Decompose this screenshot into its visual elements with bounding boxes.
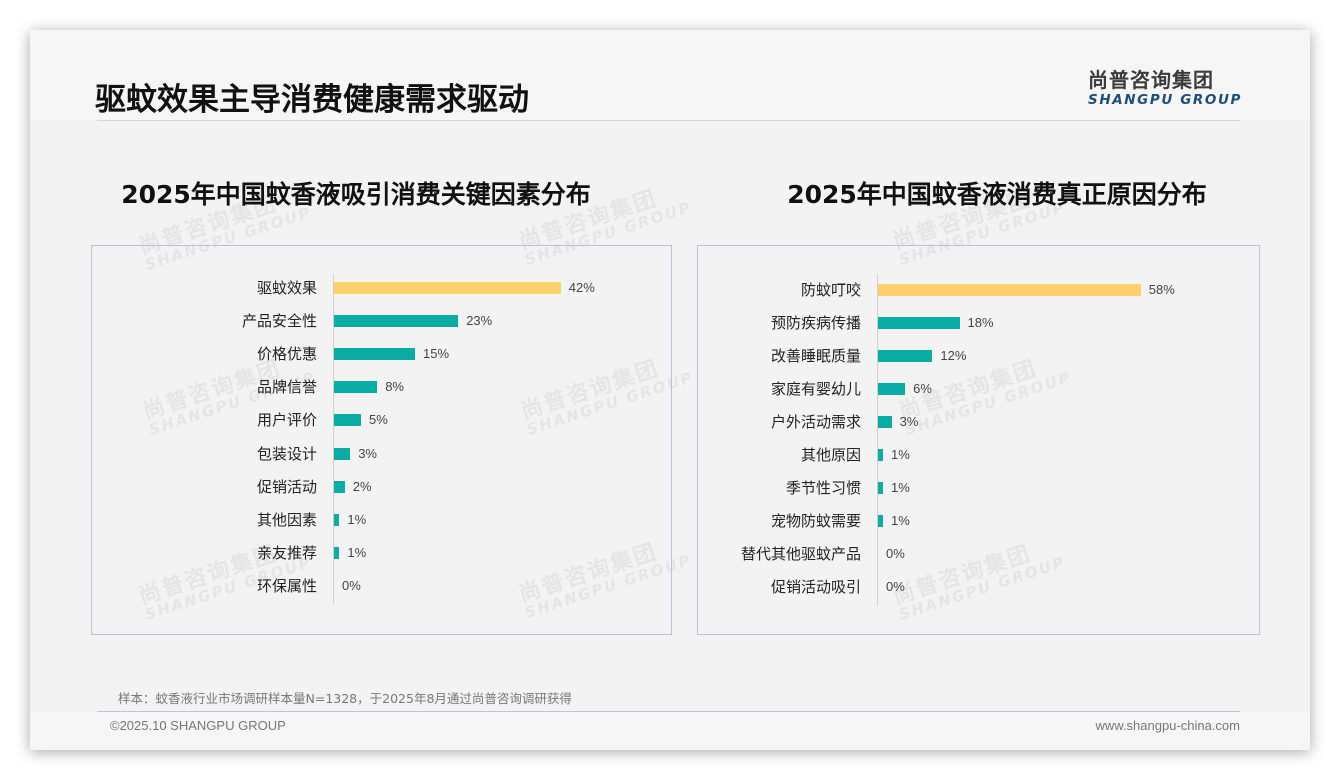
category-label: 其他因素 bbox=[256, 510, 317, 529]
category-label: 促销活动 bbox=[256, 477, 317, 496]
bar-row: 促销活动 2% bbox=[92, 477, 671, 497]
data-bar bbox=[334, 315, 459, 328]
slide: 驱蚊效果主导消费健康需求驱动 尚普咨询集团 SHANGPU GROUP 尚普咨询… bbox=[30, 30, 1310, 750]
value-label: 6% bbox=[913, 381, 932, 396]
bar-row: 亲友推荐 1% bbox=[92, 543, 671, 563]
bar-row: 促销活动吸引 0% bbox=[698, 577, 1259, 597]
data-bar bbox=[334, 414, 361, 427]
logo-chinese-text: 尚普咨询集团 bbox=[1088, 68, 1214, 92]
copyright-text: ©2025.10 SHANGPU GROUP bbox=[110, 718, 286, 733]
data-bar bbox=[878, 416, 892, 428]
data-bar bbox=[878, 383, 906, 395]
value-label: 0% bbox=[886, 546, 905, 561]
data-bar bbox=[334, 546, 340, 559]
bar-row: 宠物防蚊需要 1% bbox=[698, 511, 1259, 531]
footer-divider bbox=[97, 711, 1240, 712]
value-label: 1% bbox=[891, 447, 910, 462]
value-label: 2% bbox=[352, 478, 372, 494]
highlight-bar bbox=[334, 282, 561, 294]
left-chart-title: 2025年中国蚊香液吸引消费关键因素分布 bbox=[121, 180, 591, 209]
data-bar bbox=[878, 350, 933, 362]
bar-row: 品牌信誉 8% bbox=[92, 377, 671, 397]
category-label: 户外活动需求 bbox=[770, 413, 861, 431]
value-label: 3% bbox=[899, 414, 919, 429]
bar-row: 户外活动需求 3% bbox=[698, 412, 1259, 432]
bar-row: 用户评价 5% bbox=[92, 410, 671, 430]
value-label: 42% bbox=[568, 280, 595, 295]
category-label: 防蚊叮咬 bbox=[800, 281, 861, 299]
category-label: 价格优惠 bbox=[256, 345, 317, 364]
data-bar bbox=[334, 513, 340, 526]
right-chart-title: 2025年中国蚊香液消费真正原因分布 bbox=[787, 180, 1207, 209]
category-label: 季节性习惯 bbox=[785, 479, 861, 497]
website-link[interactable]: www.shangpu-china.com bbox=[1095, 718, 1240, 733]
category-label: 其他原因 bbox=[800, 446, 861, 464]
bar-row: 环保属性 0% bbox=[92, 576, 671, 596]
category-label: 产品安全性 bbox=[241, 312, 317, 331]
value-label: 1% bbox=[891, 480, 910, 495]
bar-row: 改善睡眠质量 12% bbox=[698, 346, 1259, 366]
left-chart-axis bbox=[333, 274, 334, 604]
value-label: 1% bbox=[891, 513, 910, 528]
category-label: 家庭有婴幼儿 bbox=[770, 380, 861, 398]
category-label: 促销活动吸引 bbox=[770, 578, 861, 596]
value-label: 15% bbox=[423, 346, 450, 362]
value-label: 23% bbox=[466, 313, 493, 329]
category-label: 用户评价 bbox=[256, 411, 317, 430]
category-label: 品牌信誉 bbox=[256, 378, 317, 397]
category-label: 包装设计 bbox=[256, 444, 317, 463]
category-label: 宠物防蚊需要 bbox=[770, 512, 861, 530]
sample-footnote: 样本：蚊香液行业市场调研样本量N=1328，于2025年8月通过尚普咨询调研获得 bbox=[118, 691, 572, 706]
data-bar bbox=[334, 447, 351, 460]
company-logo: 尚普咨询集团 SHANGPU GROUP bbox=[1088, 64, 1240, 108]
data-bar bbox=[334, 348, 415, 361]
category-label: 亲友推荐 bbox=[256, 543, 317, 562]
highlight-bar bbox=[878, 284, 1141, 296]
bar-row: 家庭有婴幼儿 6% bbox=[698, 379, 1259, 399]
page-title: 驱蚊效果主导消费健康需求驱动 bbox=[95, 82, 529, 118]
title-divider bbox=[97, 120, 1240, 121]
bar-row: 其他原因 1% bbox=[698, 445, 1259, 465]
category-label: 替代其他驱蚊产品 bbox=[740, 545, 861, 563]
right-chart-axis bbox=[877, 274, 878, 606]
bar-row: 其他因素 1% bbox=[92, 510, 671, 530]
value-label: 0% bbox=[342, 577, 361, 593]
header-band bbox=[30, 30, 1310, 120]
value-label: 58% bbox=[1148, 282, 1175, 297]
bar-row: 防蚊叮咬 58% bbox=[698, 280, 1259, 300]
logo-english-text: SHANGPU GROUP bbox=[1088, 92, 1243, 108]
right-chart-panel: 防蚊叮咬 58% 预防疾病传播 18% 改善睡眠质量 12% 家庭有婴幼儿 6% 户外活动需求 3… bbox=[697, 245, 1260, 635]
footer-band bbox=[30, 712, 1310, 750]
value-label: 8% bbox=[385, 379, 404, 395]
category-label: 环保属性 bbox=[256, 576, 317, 595]
left-chart-panel: 驱蚊效果 42% 产品安全性 23% 价格优惠 15% 品牌信誉 8% 用户评价 5% 包装设计 3%… bbox=[91, 245, 672, 635]
data-bar bbox=[878, 515, 883, 527]
bar-row: 预防疾病传播 18% bbox=[698, 313, 1259, 333]
data-bar bbox=[334, 381, 378, 394]
category-label: 预防疾病传播 bbox=[770, 314, 861, 332]
bar-row: 价格优惠 15% bbox=[92, 344, 671, 364]
category-label: 改善睡眠质量 bbox=[770, 347, 861, 365]
value-label: 18% bbox=[967, 315, 994, 330]
value-label: 1% bbox=[347, 511, 367, 527]
data-bar bbox=[878, 449, 883, 461]
bar-row: 替代其他驱蚊产品 0% bbox=[698, 544, 1259, 564]
bar-row: 驱蚊效果 42% bbox=[92, 278, 671, 298]
value-label: 5% bbox=[369, 412, 388, 428]
value-label: 1% bbox=[347, 544, 367, 560]
data-bar bbox=[334, 480, 345, 493]
data-bar bbox=[878, 317, 960, 329]
bar-row: 季节性习惯 1% bbox=[698, 478, 1259, 498]
data-bar bbox=[878, 482, 883, 494]
bar-row: 产品安全性 23% bbox=[92, 311, 671, 331]
value-label: 0% bbox=[886, 579, 905, 594]
bar-row: 包装设计 3% bbox=[92, 444, 671, 464]
value-label: 12% bbox=[940, 348, 967, 363]
category-label: 驱蚊效果 bbox=[256, 279, 317, 297]
value-label: 3% bbox=[358, 445, 377, 461]
